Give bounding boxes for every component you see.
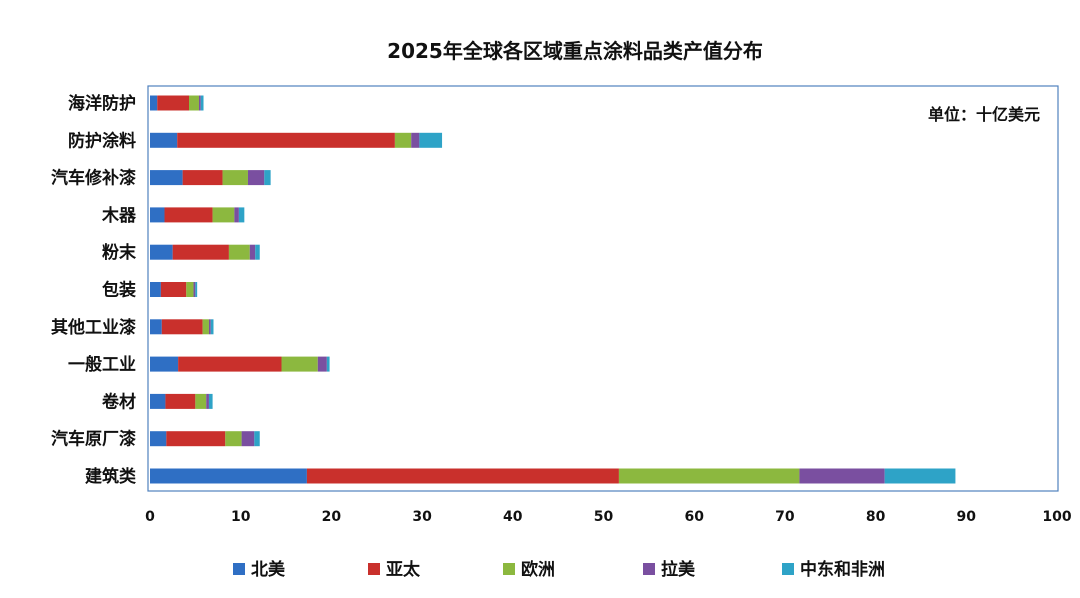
bar-segment: [411, 132, 420, 148]
category-label: 包装: [102, 280, 136, 301]
bar-segment: [150, 132, 178, 148]
bar-segment: [193, 282, 196, 297]
category-label: 汽车修补漆: [51, 168, 136, 189]
plot-area-border: [147, 85, 1059, 492]
bar-segment: [189, 95, 199, 111]
x-tick-label: 0: [145, 509, 155, 525]
bar-segment: [150, 207, 165, 223]
legend-swatch: [233, 563, 245, 575]
category-label: 建筑类: [85, 466, 137, 487]
bar-segment: [165, 393, 196, 409]
bar-segment: [241, 431, 255, 447]
x-tick-label: 30: [412, 509, 432, 525]
bar-segment: [150, 282, 161, 297]
bar-segment: [206, 393, 209, 409]
legend-label: 拉美: [661, 559, 696, 580]
bar-segment: [247, 170, 265, 186]
legend: 北美 亚太 欧洲 拉美 中东和非洲: [233, 559, 885, 580]
bar-segment: [618, 468, 800, 484]
x-axis-ticks: 0 10 20 30 40 50 60 70 80 90 100: [145, 509, 1072, 525]
bar-segment: [317, 356, 327, 372]
bar-segment: [255, 244, 260, 260]
x-tick-label: 80: [866, 509, 886, 525]
category-label: 汽车原厂漆: [51, 429, 136, 450]
bar-segment: [212, 207, 235, 223]
category-label: 海洋防护: [68, 93, 136, 114]
bar-segment: [202, 319, 209, 335]
bar-segment: [186, 282, 194, 297]
legend-label: 中东和非洲: [800, 559, 885, 580]
legend-label: 亚太: [386, 559, 421, 580]
bar-segment: [166, 431, 226, 447]
x-tick-label: 60: [684, 509, 704, 525]
unit-label: 单位：十亿美元: [928, 105, 1040, 124]
bar-segment: [150, 244, 173, 260]
bar-segment: [326, 356, 330, 372]
bar-segment: [150, 356, 179, 372]
bar-segment: [150, 468, 307, 484]
category-label: 卷材: [101, 391, 136, 412]
legend-label: 欧洲: [521, 559, 555, 580]
bar-segment: [150, 319, 162, 335]
legend-swatch: [368, 563, 380, 575]
bar-segment: [182, 170, 223, 186]
bar-segment: [208, 319, 211, 335]
bar-segment: [225, 431, 242, 447]
bar-segment: [150, 95, 158, 111]
category-label: 木器: [101, 205, 137, 226]
bar-segment: [799, 468, 885, 484]
bar-segment: [254, 431, 260, 447]
bar-segment: [419, 132, 443, 148]
bar-segment: [222, 170, 248, 186]
x-tick-label: 40: [503, 509, 523, 525]
bar-segment: [249, 244, 256, 260]
chart-title: 2025年全球各区域重点涂料品类产值分布: [387, 39, 763, 63]
bar-segment: [200, 95, 204, 111]
category-label: 一般工业: [68, 354, 136, 375]
legend-label: 北美: [251, 559, 286, 580]
bar-segment: [394, 132, 412, 148]
bar-segment: [195, 393, 207, 409]
legend-swatch: [643, 563, 655, 575]
bar-segment: [238, 207, 245, 223]
x-tick-label: 50: [594, 509, 614, 525]
bar-segment: [228, 244, 250, 260]
category-label: 其他工业漆: [51, 317, 136, 338]
x-tick-label: 90: [957, 509, 977, 525]
bar-segment: [198, 95, 201, 111]
bar-segment: [884, 468, 956, 484]
bar-segment: [234, 207, 239, 223]
x-tick-label: 100: [1042, 509, 1071, 525]
bar-segment: [161, 319, 203, 335]
bars-layer: [150, 95, 956, 484]
category-label: 防护涂料: [68, 130, 136, 151]
bar-segment: [281, 356, 318, 372]
bar-segment: [150, 393, 166, 409]
category-label: 粉末: [102, 242, 137, 263]
bar-segment: [177, 132, 395, 148]
bar-segment: [178, 356, 282, 372]
bar-segment: [160, 282, 187, 297]
x-tick-label: 20: [322, 509, 342, 525]
bar-segment: [164, 207, 213, 223]
x-tick-label: 70: [775, 509, 795, 525]
x-tick-label: 10: [231, 509, 251, 525]
bar-segment: [195, 282, 198, 297]
bar-segment: [157, 95, 190, 111]
bar-segment: [150, 431, 167, 447]
bar-segment: [172, 244, 229, 260]
legend-swatch: [782, 563, 794, 575]
bar-segment: [264, 170, 271, 186]
legend-swatch: [503, 563, 515, 575]
bar-segment: [208, 393, 213, 409]
bar-segment: [210, 319, 214, 335]
bar-segment: [150, 170, 183, 186]
bar-segment: [306, 468, 619, 484]
